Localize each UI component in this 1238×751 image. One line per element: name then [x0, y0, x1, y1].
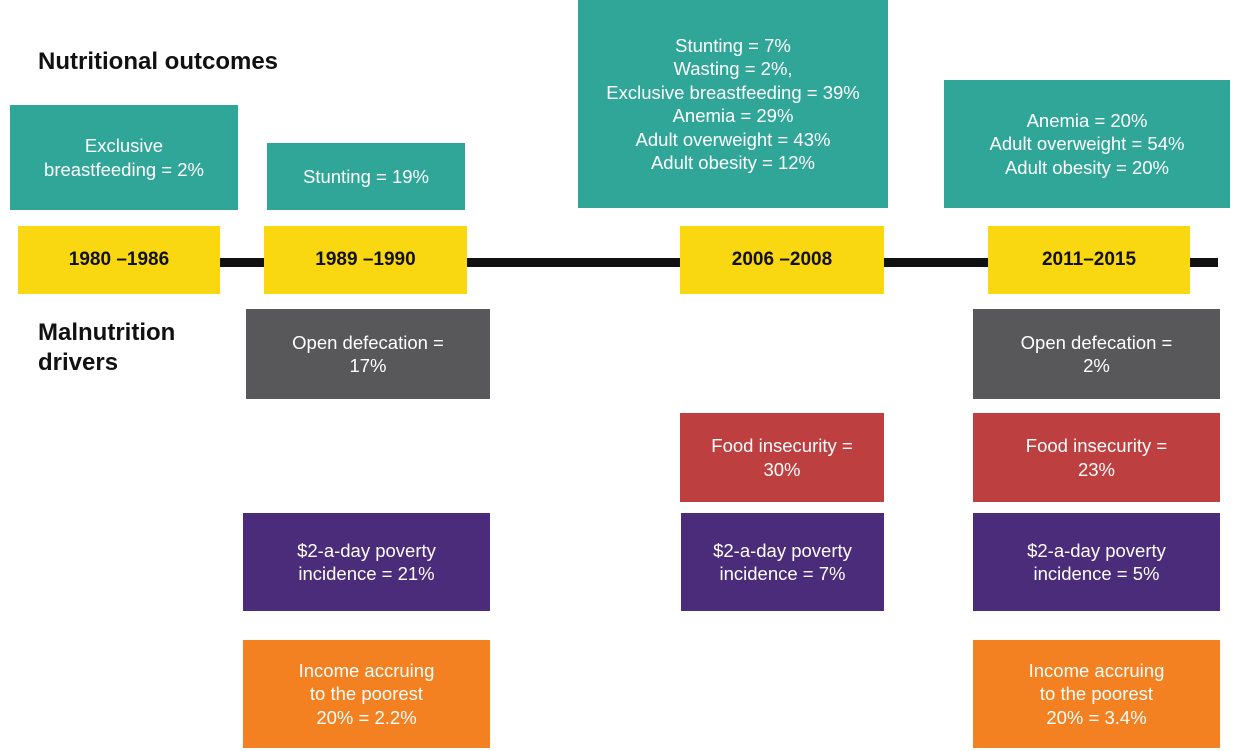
text-line: Adult overweight = 54% — [989, 133, 1185, 155]
text-line: 23% — [1077, 458, 1116, 480]
outcome-box: Stunting = 7% Wasting = 2%, Exclusive brea… — [578, 0, 888, 208]
driver-box: Open defecation = 2% — [973, 309, 1220, 399]
text-line: incidence = 21% — [298, 563, 435, 584]
text-line: Stunting = 7% — [675, 34, 791, 56]
driver-box: $2-a-day poverty incidence = 5% — [973, 513, 1220, 611]
outcome-box: Exclusive breastfeeding = 2% — [10, 105, 238, 210]
text-line: Open defecation = — [1020, 331, 1173, 353]
period-label: 2006 –2008 — [680, 226, 884, 294]
text-line: Adult obesity = 20% — [1004, 156, 1170, 178]
heading-line: drivers — [38, 349, 119, 376]
text-line: 30% — [763, 458, 801, 480]
driver-box: $2-a-day poverty incidence = 21% — [243, 513, 490, 611]
text-line: Adult overweight = 43% — [635, 128, 831, 150]
text-line: $2-a-day poverty — [713, 539, 852, 561]
text-line: Food insecurity = — [711, 435, 853, 456]
text-line: to the poorest — [309, 683, 424, 705]
text-line: Income accruing — [1028, 659, 1165, 681]
text-line: 2% — [1083, 355, 1110, 376]
drivers-heading: Malnutrition drivers — [38, 318, 175, 378]
driver-box: $2-a-day poverty incidence = 7% — [681, 513, 884, 611]
text-line: Income accruing — [298, 659, 435, 681]
text-line: Anemia = 20% — [1026, 109, 1148, 131]
text-line: Open defecation = — [292, 331, 444, 353]
text-line: to the poorest — [1039, 683, 1154, 705]
text-line: Exclusive breastfeeding = 39% — [606, 81, 860, 103]
text-line: $2-a-day poverty — [297, 539, 436, 561]
driver-box: Food insecurity = 30% — [680, 413, 884, 502]
driver-box: Open defecation = 17% — [246, 309, 490, 399]
text-line: 20% = 2.2% — [316, 706, 417, 728]
outcome-box: Anemia = 20% Adult overweight = 54% Adult … — [944, 80, 1230, 208]
driver-box: Food insecurity = 23% — [973, 413, 1220, 502]
text-line: incidence = 7% — [719, 563, 846, 584]
text-line: $2-a-day poverty — [1027, 539, 1166, 561]
text-line: breastfeeding = 2% — [44, 158, 204, 180]
text-line: Stunting = 19% — [303, 165, 429, 187]
text-line: Anemia = 29% — [672, 105, 794, 126]
period-label: 1989 –1990 — [264, 226, 467, 294]
text-line: 20% = 3.4% — [1046, 706, 1147, 728]
outcome-box: Stunting = 19% — [267, 143, 465, 210]
driver-box: Income accruing to the poorest 20% = 3.4% — [973, 640, 1220, 748]
text-line: Food insecurity = — [1025, 435, 1168, 456]
text-line: Wasting = 2%, — [673, 58, 793, 79]
text-line: Exclusive — [84, 135, 164, 156]
text-line: 17% — [349, 355, 387, 376]
period-label: 2011–2015 — [988, 226, 1190, 294]
period-label: 1980 –1986 — [18, 226, 220, 294]
driver-box: Income accruing to the poorest 20% = 2.2% — [243, 640, 490, 748]
text-line: Adult obesity = 12% — [650, 152, 816, 173]
text-line: incidence = 5% — [1033, 563, 1160, 584]
timeline — [18, 258, 1218, 267]
heading-line: Malnutrition — [38, 319, 176, 346]
outcomes-heading: Nutritional outcomes — [38, 48, 279, 75]
